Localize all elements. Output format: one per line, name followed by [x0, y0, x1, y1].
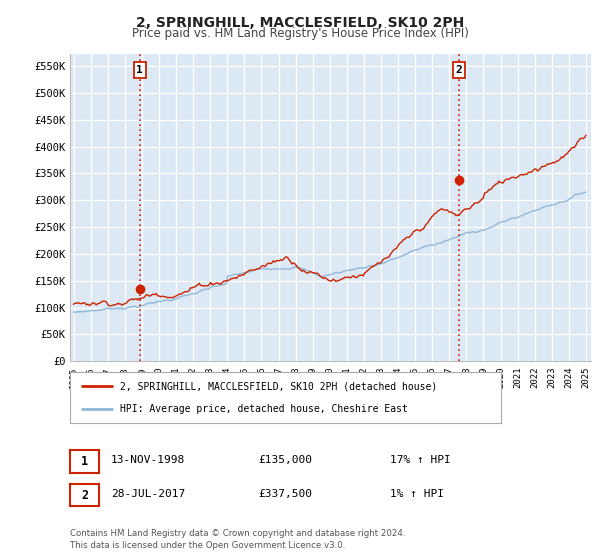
Text: 2: 2 — [455, 65, 463, 75]
Text: 2, SPRINGHILL, MACCLESFIELD, SK10 2PH: 2, SPRINGHILL, MACCLESFIELD, SK10 2PH — [136, 16, 464, 30]
Text: 17% ↑ HPI: 17% ↑ HPI — [390, 455, 451, 465]
Text: Contains HM Land Registry data © Crown copyright and database right 2024.
This d: Contains HM Land Registry data © Crown c… — [70, 529, 406, 550]
Text: 1: 1 — [136, 65, 143, 75]
Text: 1: 1 — [81, 455, 88, 468]
Text: 28-JUL-2017: 28-JUL-2017 — [111, 489, 185, 499]
Text: 1% ↑ HPI: 1% ↑ HPI — [390, 489, 444, 499]
Text: £337,500: £337,500 — [258, 489, 312, 499]
Text: HPI: Average price, detached house, Cheshire East: HPI: Average price, detached house, Ches… — [120, 404, 407, 414]
Text: £135,000: £135,000 — [258, 455, 312, 465]
Text: Price paid vs. HM Land Registry's House Price Index (HPI): Price paid vs. HM Land Registry's House … — [131, 27, 469, 40]
Text: 2: 2 — [81, 488, 88, 502]
Text: 2, SPRINGHILL, MACCLESFIELD, SK10 2PH (detached house): 2, SPRINGHILL, MACCLESFIELD, SK10 2PH (d… — [120, 381, 437, 391]
Text: 13-NOV-1998: 13-NOV-1998 — [111, 455, 185, 465]
